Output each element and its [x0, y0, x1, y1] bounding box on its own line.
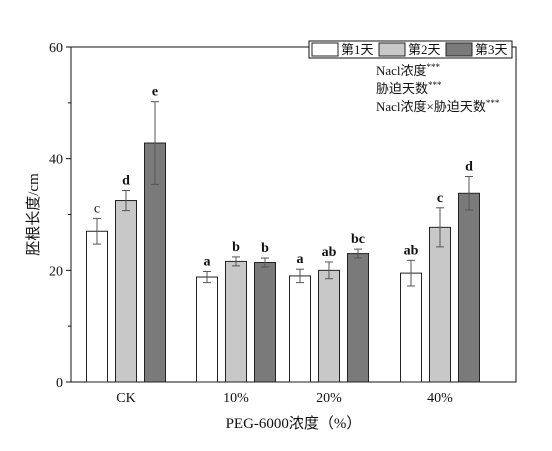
bar — [115, 200, 137, 383]
significance-letter: ab — [404, 243, 419, 258]
significance-letter: e — [152, 85, 158, 100]
x-tick-label: 40% — [427, 391, 453, 406]
legend-label: 第3天 — [475, 42, 508, 57]
bar — [254, 262, 276, 383]
stats-annotation: Nacl浓度×胁迫天数*** — [376, 98, 500, 114]
stats-annotation-text: Nacl浓度×胁迫天数 — [376, 99, 486, 114]
significance-letter: ab — [322, 245, 337, 260]
y-tick-label: 60 — [49, 41, 63, 56]
bar — [458, 192, 480, 383]
x-tick-label: 20% — [316, 391, 342, 406]
x-tick-label: 10% — [223, 391, 249, 406]
significance-letter: c — [437, 191, 443, 206]
stats-annotation-significance: *** — [428, 80, 442, 90]
y-tick-label: 40 — [49, 153, 63, 168]
significance-letter: a — [297, 252, 304, 267]
legend-swatch — [445, 42, 473, 57]
bar — [225, 260, 247, 383]
legend-label: 第2天 — [408, 42, 441, 57]
bar — [347, 253, 369, 383]
stats-annotation: Nacl浓度*** — [376, 62, 441, 78]
y-axis-label: 胚根长度/cm — [25, 173, 42, 256]
significance-letter: b — [261, 241, 269, 256]
significance-letter: bc — [351, 232, 365, 247]
stats-annotation-significance: *** — [427, 62, 441, 72]
y-tick-label: 0 — [56, 376, 63, 391]
bar — [429, 226, 451, 383]
y-tick-label: 20 — [49, 264, 63, 279]
significance-letter: b — [232, 240, 240, 255]
stats-annotation-text: 胁迫天数 — [376, 81, 428, 96]
legend-swatch — [378, 42, 406, 57]
x-axis-label: PEG-6000浓度（%） — [226, 415, 362, 432]
bar — [400, 272, 422, 383]
bar — [196, 276, 218, 383]
bar — [86, 230, 108, 383]
stats-annotation: 胁迫天数*** — [376, 80, 442, 96]
significance-letter: a — [204, 254, 211, 269]
bar — [289, 275, 311, 383]
legend-label: 第1天 — [341, 42, 374, 57]
significance-letter: d — [122, 173, 130, 188]
bar — [318, 269, 340, 383]
stats-annotation-text: Nacl浓度 — [376, 63, 427, 78]
legend-swatch — [311, 42, 339, 57]
stats-annotation-significance: *** — [486, 98, 500, 108]
significance-letter: d — [465, 160, 473, 175]
significance-letter: c — [94, 201, 100, 216]
x-tick-label: CK — [116, 391, 135, 406]
